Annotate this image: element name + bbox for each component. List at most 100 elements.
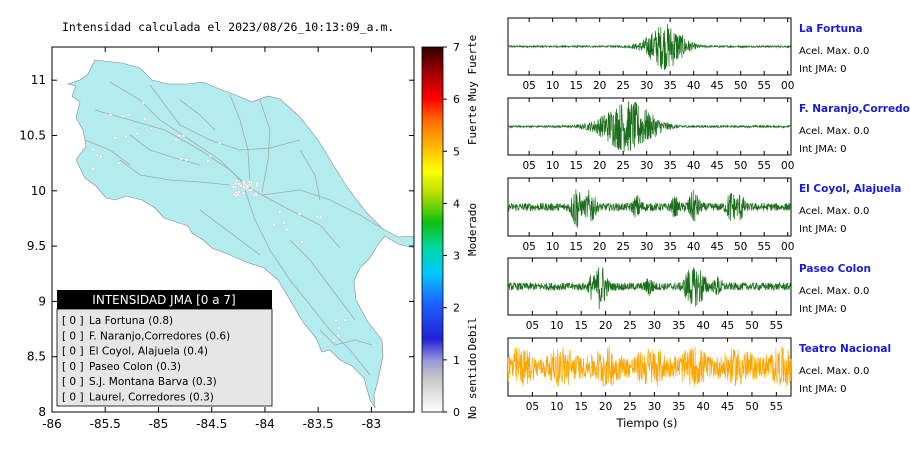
map-x-tick-label: -86 [42, 417, 62, 431]
town-marker [184, 158, 189, 162]
trace-tick-label: 05 [526, 401, 539, 413]
town-marker [241, 191, 245, 195]
trace-tick-label: 55 [758, 241, 771, 253]
waveform-line [507, 189, 792, 228]
trace-tick-label: 00 [781, 80, 794, 92]
town-marker [298, 212, 302, 216]
waveform-line [507, 24, 792, 70]
legend-station: El Coyol, Alajuela (0.4) [89, 346, 208, 358]
map-y-tick-label: 10 [31, 184, 46, 198]
trace-tick-label: 10 [546, 241, 559, 253]
trace-tick-label: 10 [546, 160, 559, 172]
town-marker [91, 148, 95, 152]
trace-tick-label: 40 [687, 160, 700, 172]
station-acel: Acel. Max. 0.0 [799, 366, 869, 377]
town-marker [242, 180, 246, 184]
town-marker [232, 193, 236, 197]
town-marker [127, 113, 131, 117]
trace-tick-label: 35 [672, 401, 685, 413]
trace-tick-label: 15 [569, 80, 582, 92]
waveform-line [507, 267, 792, 309]
colorbar-label: Fuerte [466, 105, 479, 145]
trace-tick-label: 50 [745, 401, 758, 413]
town-marker [337, 326, 341, 330]
legend-station: Paseo Colon (0.3) [89, 361, 181, 373]
town-marker [315, 215, 319, 219]
time-axis-label: Tiempo (s) [615, 416, 677, 430]
trace-tick-label: 05 [522, 241, 535, 253]
town-marker [235, 179, 239, 183]
seismogram-5: 05 10 15 20 25 30 35 40 45 50 55 Teatro Nacional Ace… [507, 337, 891, 413]
trace-tick-label: 45 [711, 241, 724, 253]
town-marker [206, 159, 210, 163]
colorbar-tick-label: 2 [453, 302, 460, 315]
trace-tick-label: 20 [593, 241, 606, 253]
trace-tick-label: 05 [522, 160, 535, 172]
station-markers [91, 101, 347, 342]
town-marker [181, 134, 185, 138]
town-marker [272, 223, 276, 227]
station-name: Teatro Nacional [799, 343, 891, 355]
legend-level: [ 0 ] [62, 315, 84, 327]
trace-tick-label: 40 [687, 241, 700, 253]
town-marker [231, 185, 235, 189]
trace-tick-label: 15 [575, 320, 588, 332]
colorbar-label: Debil [466, 317, 479, 350]
legend-station: S.J. Montana Barva (0.3) [89, 376, 217, 388]
legend-level: [ 0 ] [62, 361, 84, 373]
station-int: Int JMA: 0 [799, 304, 847, 315]
legend-level: [ 0 ] [62, 376, 84, 388]
trace-tick-label: 30 [640, 241, 653, 253]
town-marker [237, 182, 241, 186]
town-marker [108, 113, 112, 117]
trace-tick-label: 45 [721, 320, 734, 332]
town-marker [208, 154, 212, 158]
trace-tick-label: 05 [522, 80, 535, 92]
colorbar: 0 1 2 3 4 5 6 7 No sentido Debil Moderado Fuerte Mu… [421, 35, 479, 419]
colorbar-tick-label: 6 [453, 93, 460, 106]
road-network [84, 81, 386, 376]
station-acel: Acel. Max. 0.0 [799, 206, 869, 217]
town-marker [331, 338, 336, 342]
trace-tick-label: 40 [696, 320, 709, 332]
town-marker [254, 192, 258, 196]
station-acel: Acel. Max. 0.0 [799, 46, 869, 57]
trace-tick-label: 45 [721, 401, 734, 413]
station-name: F. Naranjo,Corredores [799, 103, 910, 115]
colorbar-label: Moderado [466, 203, 479, 256]
colorbar-label: Muy Fuerte [466, 35, 479, 101]
town-marker [174, 138, 178, 142]
map-x-tick-label: -83.5 [303, 417, 334, 431]
town-marker [91, 167, 95, 171]
town-marker [179, 157, 183, 161]
trace-tick-label: 55 [758, 160, 771, 172]
town-marker [318, 334, 322, 338]
town-marker [117, 161, 121, 165]
legend-station: F. Naranjo,Corredores (0.6) [89, 330, 230, 342]
map-y-tick-label: 9.5 [27, 239, 46, 253]
colorbar-tick-label: 0 [453, 406, 460, 419]
trace-tick-label: 35 [663, 80, 676, 92]
map-x-axis: -86 -85.5 -85 -84.5 -84 -83.5 -83 [42, 47, 381, 431]
trace-tick-label: 15 [569, 160, 582, 172]
trace-tick-label: 10 [550, 401, 563, 413]
station-name: El Coyol, Alajuela [799, 183, 901, 195]
trace-tick-label: 35 [672, 320, 685, 332]
trace-tick-label: 35 [663, 241, 676, 253]
trace-tick-label: 00 [781, 241, 794, 253]
trace-tick-label: 15 [575, 401, 588, 413]
map-x-tick-label: -84.5 [196, 417, 227, 431]
seismogram-2: 05 10 15 20 25 30 35 40 45 50 55 00 F. Naranjo,Corre… [507, 97, 910, 172]
station-acel: Acel. Max. 0.0 [799, 126, 869, 137]
colorbar-label: No sentido [466, 353, 479, 419]
seismogram-4: 05 10 15 20 25 30 35 40 45 50 55 Paseo Colon Acel. M… [507, 257, 871, 332]
map-y-tick-label: 11 [31, 73, 46, 87]
station-name: La Fortuna [799, 23, 863, 35]
station-int: Int JMA: 0 [799, 64, 847, 75]
trace-tick-label: 25 [623, 320, 636, 332]
town-marker [149, 126, 153, 131]
map-title: Intensidad calculada el 2023/08/26_10:13… [62, 20, 395, 34]
legend-station: Laurel, Corredores (0.3) [89, 392, 214, 404]
colorbar-tick-label: 3 [453, 250, 460, 263]
trace-tick-label: 45 [711, 80, 724, 92]
